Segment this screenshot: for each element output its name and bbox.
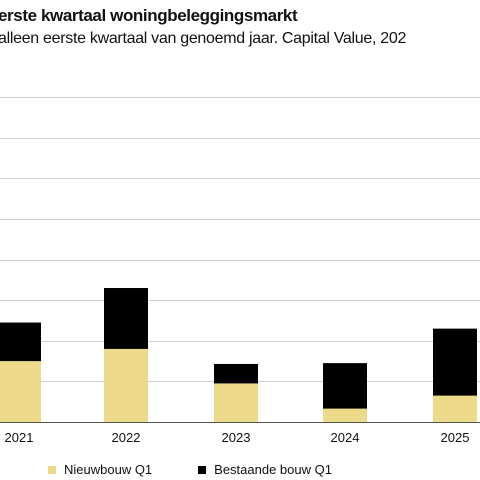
bar-nieuwbouw-2022 [104, 348, 148, 422]
x-tick-label-2022: 2022 [112, 430, 141, 445]
x-tick-label-2025: 2025 [441, 430, 470, 445]
legend-item-nieuwbouw: Nieuwbouw Q1 [48, 462, 152, 477]
legend-label-bestaande-bouw: Bestaande bouw Q1 [214, 462, 332, 477]
x-tick-label-2024: 2024 [331, 430, 360, 445]
legend-item-bestaande-bouw: Bestaande bouw Q1 [198, 462, 332, 477]
gridlines [0, 97, 480, 423]
chart-subtitle: alleen eerste kwartaal van genoemd jaar.… [0, 30, 407, 47]
bar-nieuwbouw-2024 [323, 408, 367, 422]
bar-nieuwbouw-2021 [0, 361, 41, 422]
legend-swatch-nieuwbouw [48, 465, 56, 474]
bar-bestaande-bouw-2024 [323, 363, 367, 409]
chart-title: erste kwartaal woningbeleggingsmarkt [0, 6, 298, 25]
bar-bestaande-bouw-2025 [433, 328, 477, 396]
bar-bestaande-bouw-2022 [104, 288, 148, 349]
legend-label-nieuwbouw: Nieuwbouw Q1 [64, 462, 153, 477]
bar-bestaande-bouw-2021 [0, 322, 41, 362]
bar-nieuwbouw-2023 [214, 383, 258, 422]
bar-bestaande-bouw-2023 [214, 363, 258, 384]
bars [0, 288, 477, 422]
legend: Nieuwbouw Q1 Bestaande bouw Q1 [48, 462, 378, 477]
x-tick-label-2023: 2023 [222, 430, 251, 445]
legend-swatch-bestaande-bouw [198, 465, 207, 474]
bar-nieuwbouw-2025 [433, 395, 477, 422]
x-tick-label-2021: 2021 [5, 430, 34, 445]
x-axis-labels: 2021 2022 2023 2024 2025 [5, 430, 470, 445]
